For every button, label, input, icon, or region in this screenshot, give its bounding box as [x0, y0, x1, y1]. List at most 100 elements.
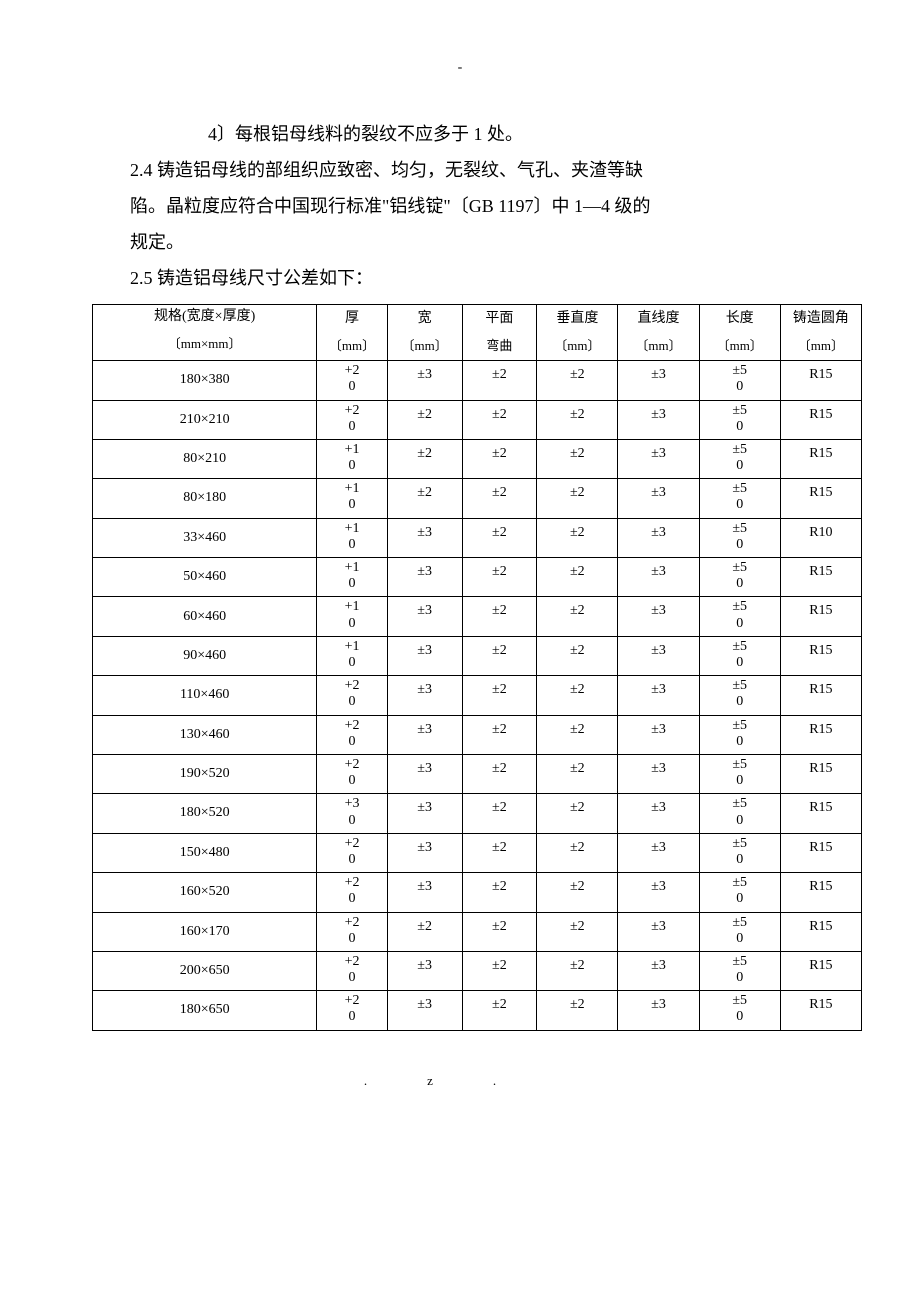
- cell-plane: ±2: [462, 558, 537, 597]
- clause-24-line-a: 2.4 铸造铝母线的部组织应致密、均匀，无裂纹、气孔、夹渣等缺: [130, 152, 850, 188]
- clause-25: 2.5 铸造铝母线尺寸公差如下：: [130, 260, 850, 296]
- cell-width: ±3: [387, 518, 462, 557]
- cell-line: ±3: [618, 558, 699, 597]
- document-page: - 4〕每根铝母线料的裂纹不应多于 1 处。 2.4 铸造铝母线的部组织应致密、…: [0, 0, 920, 1129]
- col-header: 厚〔mm〕: [317, 305, 387, 361]
- col-title: 平面: [465, 309, 535, 329]
- table-head: 规格(宽度×厚度)〔mm×mm〕厚〔mm〕宽〔mm〕平面弯曲垂直度〔mm〕直线度…: [93, 305, 862, 361]
- cell-spec: 180×650: [93, 991, 317, 1030]
- cell-fillet: R15: [780, 361, 861, 400]
- col-unit: 〔mm×mm〕: [95, 335, 314, 354]
- cell-len: ±50: [699, 912, 780, 951]
- cell-fillet: R15: [780, 558, 861, 597]
- cell-len: ±50: [699, 558, 780, 597]
- cell-vert: ±2: [537, 439, 618, 478]
- col-unit: 〔mm〕: [783, 337, 859, 356]
- cell-line: ±3: [618, 833, 699, 872]
- cell-fillet: R15: [780, 479, 861, 518]
- cell-width: ±2: [387, 439, 462, 478]
- cell-spec: 90×460: [93, 636, 317, 675]
- cell-line: ±3: [618, 400, 699, 439]
- clause-24-line-b: 陷。晶粒度应符合中国现行标准"铝线锭"〔GB 1197〕中 1—4 级的: [130, 188, 850, 224]
- table-row: 190×520+20±3±2±2±3±50R15: [93, 755, 862, 794]
- cell-len: ±50: [699, 400, 780, 439]
- cell-plane: ±2: [462, 479, 537, 518]
- cell-vert: ±2: [537, 833, 618, 872]
- cell-len: ±50: [699, 636, 780, 675]
- cell-fillet: R15: [780, 676, 861, 715]
- cell-plane: ±2: [462, 873, 537, 912]
- table-row: 33×460+10±3±2±2±3±50R10: [93, 518, 862, 557]
- cell-vert: ±2: [537, 597, 618, 636]
- cell-width: ±2: [387, 479, 462, 518]
- cell-line: ±3: [618, 597, 699, 636]
- cell-line: ±3: [618, 636, 699, 675]
- cell-vert: ±2: [537, 873, 618, 912]
- col-unit: 〔mm〕: [539, 337, 615, 356]
- table-row: 130×460+20±3±2±2±3±50R15: [93, 715, 862, 754]
- body-text: 4〕每根铝母线料的裂纹不应多于 1 处。 2.4 铸造铝母线的部组织应致密、均匀…: [130, 116, 850, 296]
- cell-thick: +20: [317, 873, 387, 912]
- cell-thick: +10: [317, 597, 387, 636]
- cell-spec: 200×650: [93, 952, 317, 991]
- clause-4: 4〕每根铝母线料的裂纹不应多于 1 处。: [130, 116, 850, 152]
- cell-spec: 80×210: [93, 439, 317, 478]
- cell-line: ±3: [618, 715, 699, 754]
- cell-line: ±3: [618, 873, 699, 912]
- cell-width: ±3: [387, 991, 462, 1030]
- cell-spec: 160×170: [93, 912, 317, 951]
- table-row: 110×460+20±3±2±2±3±50R15: [93, 676, 862, 715]
- table-row: 200×650+20±3±2±2±3±50R15: [93, 952, 862, 991]
- cell-width: ±2: [387, 912, 462, 951]
- cell-len: ±50: [699, 952, 780, 991]
- col-header: 平面弯曲: [462, 305, 537, 361]
- cell-width: ±3: [387, 676, 462, 715]
- cell-spec: 60×460: [93, 597, 317, 636]
- table-row: 90×460+10±3±2±2±3±50R15: [93, 636, 862, 675]
- table-row: 80×180+10±2±2±2±3±50R15: [93, 479, 862, 518]
- cell-fillet: R10: [780, 518, 861, 557]
- cell-spec: 210×210: [93, 400, 317, 439]
- table-row: 160×520+20±3±2±2±3±50R15: [93, 873, 862, 912]
- cell-fillet: R15: [780, 794, 861, 833]
- cell-len: ±50: [699, 715, 780, 754]
- cell-thick: +10: [317, 439, 387, 478]
- cell-len: ±50: [699, 991, 780, 1030]
- col-unit: 〔mm〕: [702, 337, 778, 356]
- footer-z: z.: [427, 1073, 556, 1088]
- cell-plane: ±2: [462, 676, 537, 715]
- cell-spec: 180×520: [93, 794, 317, 833]
- cell-spec: 33×460: [93, 518, 317, 557]
- cell-thick: +20: [317, 991, 387, 1030]
- cell-thick: +20: [317, 715, 387, 754]
- col-unit: 〔mm〕: [390, 337, 460, 356]
- col-title: 宽: [390, 309, 460, 329]
- col-title: 铸造圆角: [783, 309, 859, 329]
- cell-vert: ±2: [537, 912, 618, 951]
- cell-spec: 130×460: [93, 715, 317, 754]
- col-unit: 弯曲: [465, 337, 535, 356]
- cell-vert: ±2: [537, 991, 618, 1030]
- clause-24-line-c: 规定。: [130, 224, 850, 260]
- cell-fillet: R15: [780, 597, 861, 636]
- cell-line: ±3: [618, 479, 699, 518]
- cell-fillet: R15: [780, 755, 861, 794]
- cell-line: ±3: [618, 361, 699, 400]
- cell-len: ±50: [699, 833, 780, 872]
- cell-spec: 190×520: [93, 755, 317, 794]
- table-row: 180×650+20±3±2±2±3±50R15: [93, 991, 862, 1030]
- cell-line: ±3: [618, 794, 699, 833]
- cell-thick: +10: [317, 558, 387, 597]
- cell-len: ±50: [699, 518, 780, 557]
- cell-plane: ±2: [462, 518, 537, 557]
- cell-spec: 50×460: [93, 558, 317, 597]
- cell-thick: +20: [317, 361, 387, 400]
- col-unit: 〔mm〕: [620, 337, 696, 356]
- cell-plane: ±2: [462, 715, 537, 754]
- cell-spec: 110×460: [93, 676, 317, 715]
- cell-vert: ±2: [537, 400, 618, 439]
- cell-plane: ±2: [462, 755, 537, 794]
- page-footer: .z.: [50, 1073, 870, 1089]
- cell-plane: ±2: [462, 361, 537, 400]
- cell-vert: ±2: [537, 361, 618, 400]
